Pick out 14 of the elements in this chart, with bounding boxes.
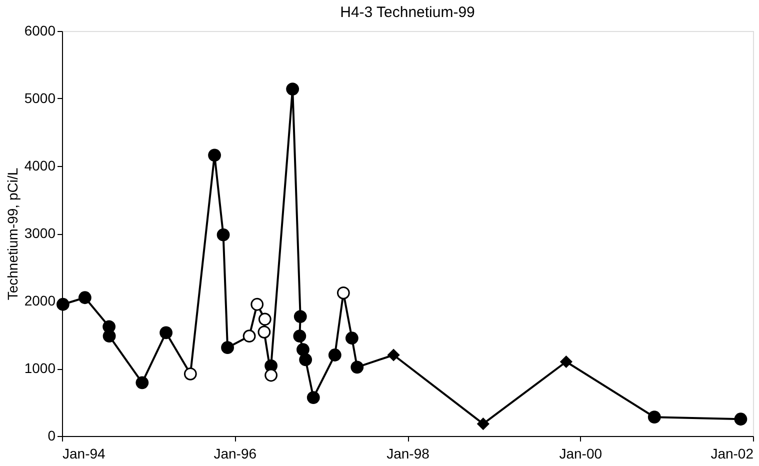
y-axis-title: Technetium-99, pCi/L [4, 168, 20, 300]
y-tick-label: 2000 [24, 292, 56, 308]
y-tick-label: 5000 [24, 90, 56, 106]
y-tick-label: 0 [48, 428, 56, 444]
x-tick-label: Jan-02 [710, 446, 754, 462]
y-tick-label: 1000 [24, 360, 56, 376]
x-tick-label: Jan-96 [214, 446, 257, 462]
x-tick-label: Jan-98 [386, 446, 430, 462]
y-tick-label: 6000 [24, 22, 56, 38]
y-tick-label: 4000 [24, 158, 56, 174]
y-tick-label: 3000 [24, 225, 56, 241]
x-tick-label: Jan-94 [62, 446, 106, 462]
chart-title: H4-3 Technetium-99 [340, 4, 475, 21]
x-tick-label: Jan-00 [559, 446, 602, 462]
